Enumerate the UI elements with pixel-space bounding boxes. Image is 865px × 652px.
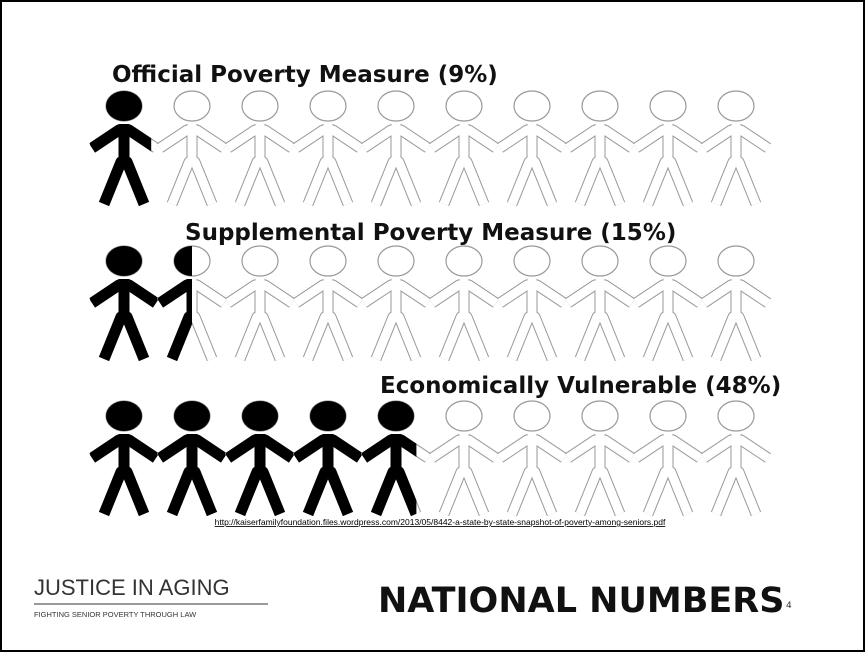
person-outline (496, 245, 568, 362)
person-outline (360, 245, 432, 362)
person-outline (700, 90, 772, 207)
person-outline (224, 90, 296, 207)
row-label-name: Supplemental Poverty Measure (185, 220, 592, 246)
pictograph-row (88, 90, 772, 207)
person-outline (156, 90, 228, 207)
row-label-value: (15%) (600, 220, 676, 246)
row-label: Supplemental Poverty Measure (15%) (185, 220, 676, 246)
row-label: Official Poverty Measure (9%) (112, 62, 498, 88)
person-outline (564, 245, 636, 362)
person-filled (362, 401, 417, 517)
person-outline (632, 90, 704, 207)
page-number: 4 (786, 601, 792, 611)
person-outline (564, 400, 636, 517)
row-label-name: Official Poverty Measure (112, 62, 430, 88)
row-label-value: (48%) (705, 373, 781, 399)
person-filled (90, 246, 158, 362)
person-outline (360, 90, 432, 207)
row-label-name: Economically Vulnerable (380, 373, 697, 399)
person-outline (428, 245, 500, 362)
person-outline (496, 400, 568, 517)
person-outline (496, 90, 568, 207)
person-outline (632, 400, 704, 517)
row-label-value: (9%) (438, 62, 498, 88)
person-filled (158, 246, 192, 362)
logo-subtitle: FIGHTING SENIOR POVERTY THROUGH LAW (34, 610, 197, 619)
person-outline (292, 245, 364, 362)
person-outline (700, 400, 772, 517)
person-filled (158, 401, 226, 517)
person-outline (700, 245, 772, 362)
person-filled (226, 401, 294, 517)
row-label: Economically Vulnerable (48%) (380, 373, 781, 399)
person-filled (294, 401, 362, 517)
person-outline (632, 245, 704, 362)
pictograph-row (88, 400, 772, 517)
source-link[interactable]: http://kaiserfamilyfoundation.files.word… (215, 517, 666, 527)
person-outline (292, 90, 364, 207)
logo-title: JUSTICE IN AGING (34, 575, 230, 600)
person-outline (428, 400, 500, 517)
person-filled (90, 91, 152, 207)
source-link-text[interactable]: http://kaiserfamilyfoundation.files.word… (215, 517, 666, 527)
person-outline (564, 90, 636, 207)
person-filled (90, 401, 158, 517)
pictograph-row (88, 245, 772, 362)
person-outline (428, 90, 500, 207)
person-outline (224, 245, 296, 362)
slide-title: NATIONAL NUMBERS (378, 581, 784, 621)
